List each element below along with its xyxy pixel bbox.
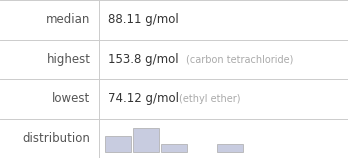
Text: 88.11 g/mol: 88.11 g/mol xyxy=(108,13,179,26)
Bar xyxy=(133,128,159,152)
Bar xyxy=(105,136,130,152)
Text: lowest: lowest xyxy=(52,92,90,105)
Bar xyxy=(218,144,243,152)
Text: highest: highest xyxy=(47,53,90,66)
Text: distribution: distribution xyxy=(23,132,90,145)
Text: (carbon tetrachloride): (carbon tetrachloride) xyxy=(186,54,294,64)
Text: 153.8 g/mol: 153.8 g/mol xyxy=(108,53,179,66)
Text: (ethyl ether): (ethyl ether) xyxy=(179,94,241,104)
Bar xyxy=(161,144,187,152)
Text: 74.12 g/mol: 74.12 g/mol xyxy=(108,92,179,105)
Text: median: median xyxy=(46,13,90,26)
